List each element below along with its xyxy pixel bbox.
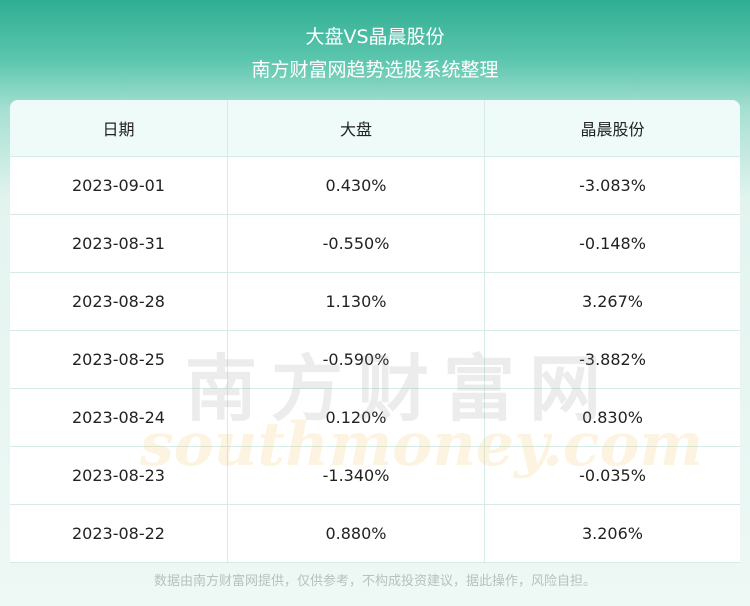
table-cell: 0.120% (228, 389, 485, 446)
table-row: 2023-09-01 0.430% -3.083% (10, 157, 740, 215)
table-cell: -0.590% (228, 331, 485, 388)
column-header: 日期 (10, 100, 228, 156)
table-cell: -1.340% (228, 447, 485, 504)
table-cell: -3.882% (579, 350, 646, 369)
subtitle: 南方财富网趋势选股系统整理 (251, 59, 499, 81)
table-cell: -0.035% (579, 466, 646, 485)
table-row: 2023-08-23 -1.340% -0.035% (10, 447, 740, 505)
table-cell: 0.880% (228, 505, 485, 562)
table-row: 2023-08-28 1.130% 3.267% (10, 273, 740, 331)
table-row: 2023-08-22 0.880% 3.206% (10, 505, 740, 563)
table-cell: -0.148% (579, 234, 646, 253)
table-cell: -0.550% (228, 215, 485, 272)
table-cell: 0.430% (228, 157, 485, 214)
table-row: 2023-08-24 0.120% 0.830% (10, 389, 740, 447)
table-row: 2023-08-25 -0.590% -3.882% (10, 331, 740, 389)
footer: 数据由南方财富网提供，仅供参考，不构成投资建议，据此操作，风险自担。 (153, 574, 596, 589)
table-cell: 3.267% (581, 292, 643, 311)
table-cell: 2023-08-23 (10, 447, 228, 504)
table-cell: 2023-09-01 (10, 157, 228, 214)
table-row: 2023-08-31 -0.550% -0.148% (10, 215, 740, 273)
table-cell: 2023-08-31 (10, 215, 228, 272)
table-cell: 2023-08-24 (10, 389, 228, 446)
column-header: 大盘 (228, 100, 485, 156)
table-cell: 3.206% (581, 524, 643, 543)
table-cell: -3.083% (579, 176, 646, 195)
table-cell: 0.830% (581, 408, 643, 427)
table-cell: 2023-08-28 (10, 273, 228, 330)
table-cell: 1.130% (228, 273, 485, 330)
column-header: 晶晨股份 (580, 120, 645, 139)
header-row: 日期 大盘 晶晨股份 (10, 100, 740, 157)
table: 日期 大盘 晶晨股份 2023-09-01 0.430% -3.083% 2023-08-3… (10, 100, 740, 563)
table-cell: 2023-08-25 (10, 331, 228, 388)
title: 大盘VS晶晨股份 (305, 26, 445, 48)
table-cell: 2023-08-22 (10, 505, 228, 562)
